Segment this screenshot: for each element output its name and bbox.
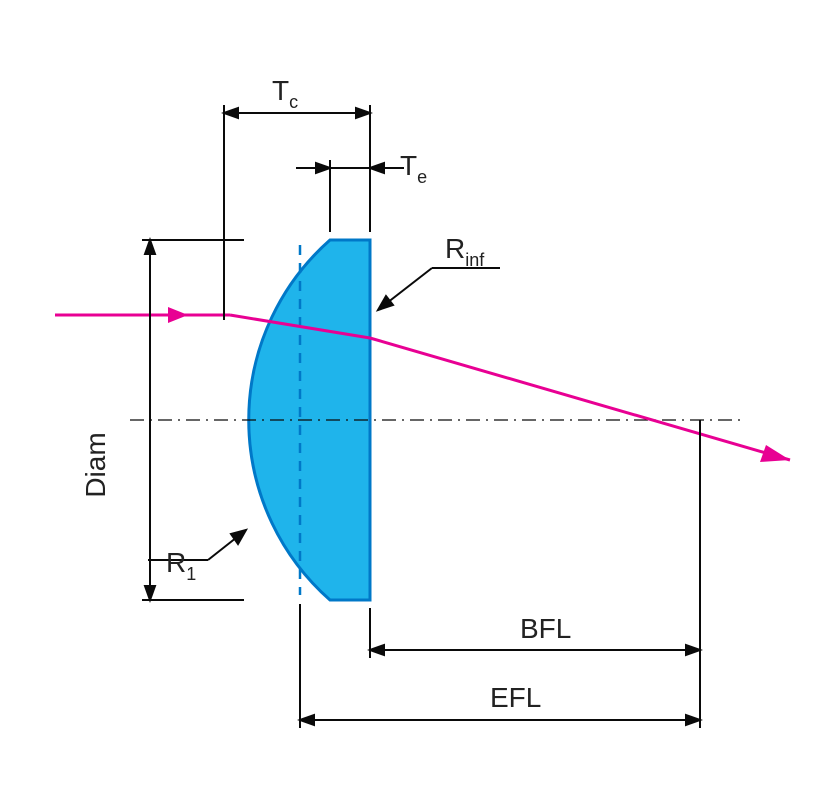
label-bfl: BFL [520, 613, 571, 644]
label-tc: Tc [272, 75, 298, 112]
lens-diagram: Diam Tc Te Rinf R1 [0, 0, 835, 792]
leader-r1 [148, 530, 246, 560]
ray-arrow-1 [168, 307, 188, 323]
dim-te [296, 160, 404, 232]
ray-arrow-2 [760, 445, 790, 462]
label-diam: Diam [80, 432, 111, 497]
label-rinf: Rinf [445, 233, 485, 270]
label-efl: EFL [490, 682, 541, 713]
label-r1: R1 [166, 547, 196, 584]
label-te: Te [400, 150, 427, 187]
leader-rinf [378, 268, 500, 310]
ray [55, 307, 790, 462]
